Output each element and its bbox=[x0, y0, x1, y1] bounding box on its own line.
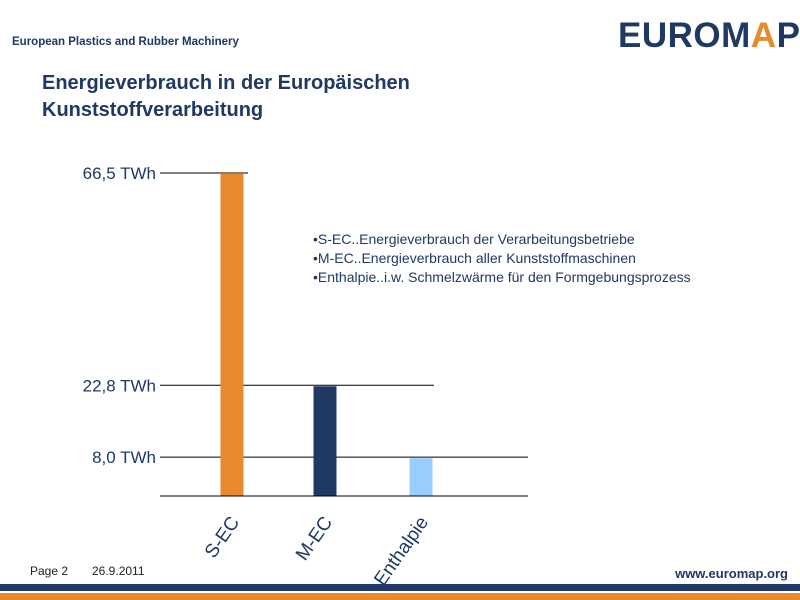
category-labels: S-EC M-EC Enthalpie bbox=[201, 513, 433, 590]
title-line-1: Energieverbrauch in der Europäischen bbox=[42, 72, 410, 94]
org-name: European Plastics and Rubber Machinery bbox=[12, 36, 239, 48]
euromap-logo: EUROMAP bbox=[618, 16, 800, 56]
title-line-2: Kunststoffverarbeitung bbox=[42, 99, 264, 121]
page-number: Page 2 bbox=[30, 564, 69, 578]
category-label-s-ec: S-EC bbox=[201, 513, 244, 562]
value-labels: 66,5 TWh 22,8 TWh 8,0 TWh bbox=[83, 164, 156, 467]
definitions-box: •S-EC..Energieverbrauch der Verarbeitung… bbox=[313, 230, 691, 287]
definition-m-ec: •M-EC..Energieverbrauch aller Kunststoff… bbox=[313, 250, 636, 266]
bar-enthalpie bbox=[409, 458, 433, 496]
value-label-enthalpie: 8,0 TWh bbox=[92, 448, 156, 467]
bar-m-ec bbox=[313, 386, 337, 496]
footer-strip-navy bbox=[0, 584, 800, 591]
logo-suffix: P bbox=[776, 16, 800, 55]
footer-strip-gap bbox=[0, 591, 800, 593]
value-lines bbox=[160, 172, 528, 458]
category-label-m-ec: M-EC bbox=[292, 513, 337, 565]
footer-strip-orange bbox=[0, 593, 800, 600]
logo-a: A bbox=[750, 16, 777, 55]
definition-enthalpie: •Enthalpie..i.w. Schmelzwärme für den Fo… bbox=[313, 269, 691, 285]
category-label-enthalpie: Enthalpie bbox=[370, 513, 433, 590]
website-url: www.euromap.org bbox=[675, 566, 788, 581]
page-title: Energieverbrauch in der Europäischen Kun… bbox=[42, 70, 642, 124]
definition-s-ec: •S-EC..Energieverbrauch der Verarbeitung… bbox=[313, 231, 635, 247]
value-label-m-ec: 22,8 TWh bbox=[83, 376, 156, 395]
value-label-s-ec: 66,5 TWh bbox=[83, 164, 156, 183]
date: 26.9.2011 bbox=[92, 564, 145, 578]
logo-prefix: EUROM bbox=[618, 16, 751, 55]
bars bbox=[220, 174, 433, 496]
bar-s-ec bbox=[220, 174, 244, 496]
